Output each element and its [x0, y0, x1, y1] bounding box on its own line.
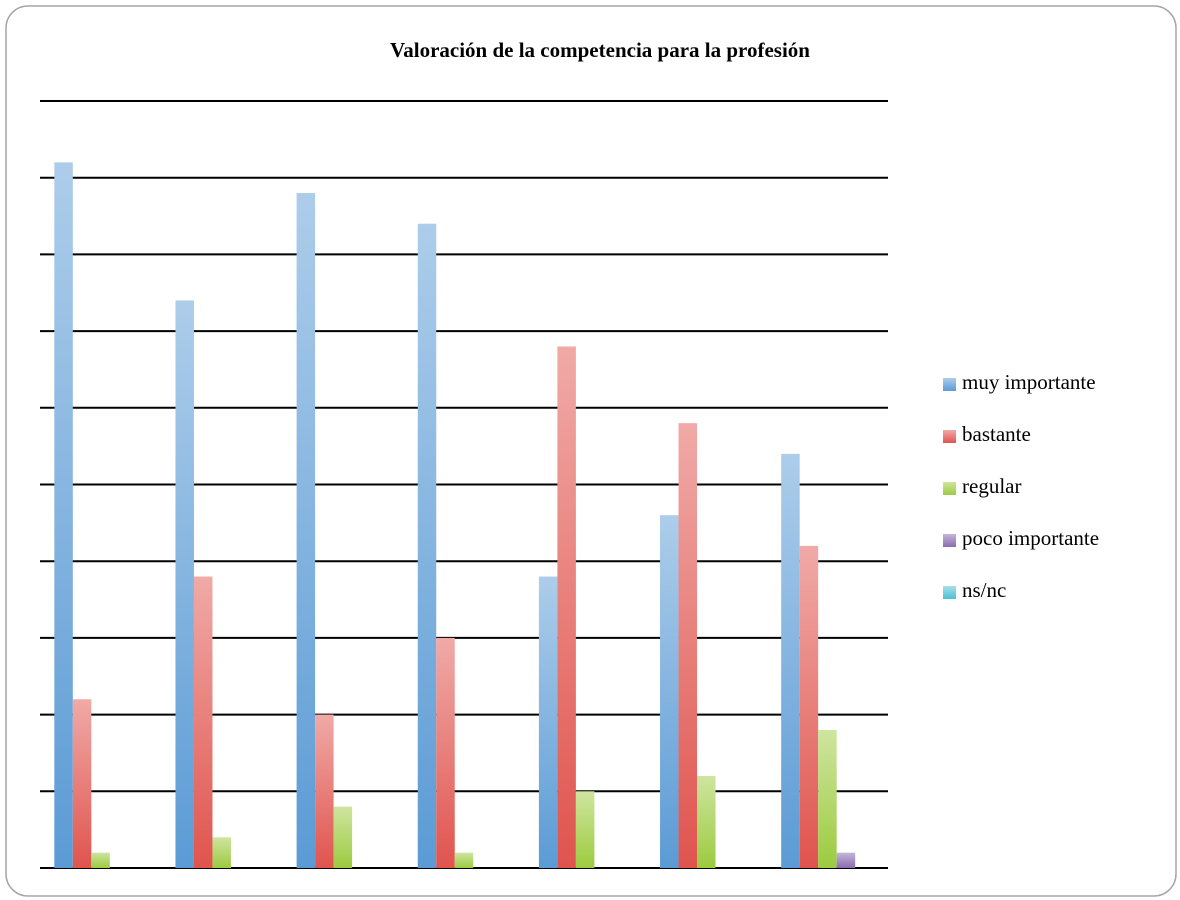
legend-label: regular [962, 474, 1021, 498]
bar [315, 714, 334, 868]
bar [91, 852, 110, 868]
bar [436, 637, 455, 868]
bar [454, 852, 474, 868]
bar [72, 699, 92, 868]
bar [660, 515, 679, 868]
bar [697, 775, 716, 868]
bar [54, 162, 73, 869]
bar [678, 423, 698, 868]
legend-swatch [943, 482, 956, 495]
legend-label: ns/nc [962, 578, 1006, 602]
legend-swatch [943, 586, 956, 599]
bar [212, 837, 231, 868]
bar [333, 806, 353, 868]
bar [417, 223, 437, 869]
bar [799, 545, 819, 868]
bar [557, 346, 576, 868]
bar [836, 852, 856, 868]
legend-label: bastante [962, 422, 1031, 446]
legend-swatch [943, 378, 956, 391]
bar [538, 576, 558, 868]
legend-label: muy importante [962, 370, 1096, 394]
legend-label: poco importante [962, 526, 1099, 550]
bar [296, 193, 316, 869]
bar [193, 576, 213, 868]
bar [175, 300, 194, 868]
bar [818, 729, 837, 868]
legend-swatch [943, 430, 956, 443]
bar [575, 791, 595, 868]
bar [781, 453, 800, 868]
legend-swatch [943, 534, 956, 547]
chart-title: Valoración de la competencia para la pro… [390, 38, 810, 62]
